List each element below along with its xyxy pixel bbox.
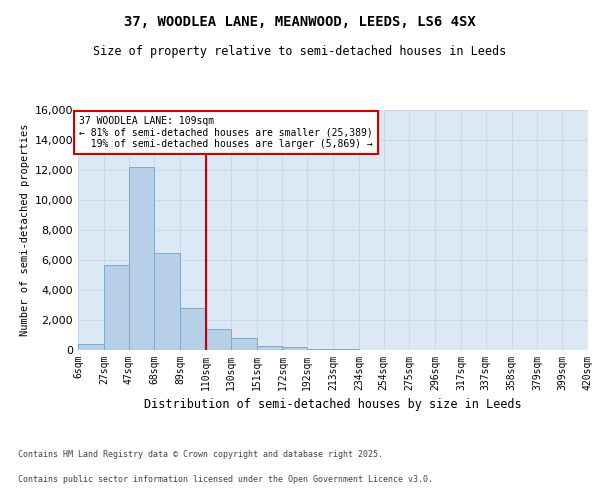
Bar [307, 348, 333, 350]
Bar [78, 344, 104, 350]
Bar [283, 347, 307, 350]
Text: Contains public sector information licensed under the Open Government Licence v3: Contains public sector information licen… [18, 475, 433, 484]
Y-axis label: Number of semi-detached properties: Number of semi-detached properties [20, 124, 31, 336]
Bar [180, 308, 206, 350]
Bar [128, 167, 154, 350]
Text: 37 WOODLEA LANE: 109sqm
← 81% of semi-detached houses are smaller (25,389)
  19%: 37 WOODLEA LANE: 109sqm ← 81% of semi-de… [79, 116, 373, 149]
Text: Contains HM Land Registry data © Crown copyright and database right 2025.: Contains HM Land Registry data © Crown c… [18, 450, 383, 459]
Bar [206, 329, 231, 350]
Bar [104, 264, 128, 350]
Text: 37, WOODLEA LANE, MEANWOOD, LEEDS, LS6 4SX: 37, WOODLEA LANE, MEANWOOD, LEEDS, LS6 4… [124, 15, 476, 29]
Bar [257, 346, 283, 350]
Bar [333, 349, 359, 350]
X-axis label: Distribution of semi-detached houses by size in Leeds: Distribution of semi-detached houses by … [144, 398, 522, 411]
Text: Size of property relative to semi-detached houses in Leeds: Size of property relative to semi-detach… [94, 45, 506, 58]
Bar [154, 252, 180, 350]
Bar [231, 338, 257, 350]
